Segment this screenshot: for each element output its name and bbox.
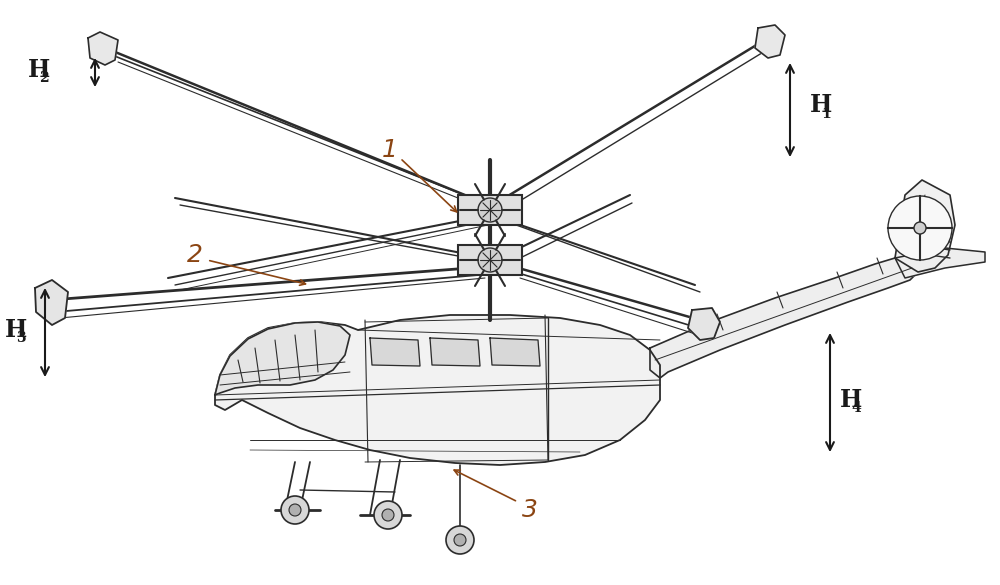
FancyBboxPatch shape xyxy=(458,195,522,225)
Circle shape xyxy=(289,504,301,516)
Circle shape xyxy=(374,501,402,529)
Circle shape xyxy=(914,222,926,234)
Text: H: H xyxy=(28,58,50,82)
Polygon shape xyxy=(370,338,420,366)
Text: H: H xyxy=(5,318,27,342)
Polygon shape xyxy=(215,315,660,465)
Text: H: H xyxy=(810,93,832,117)
Circle shape xyxy=(446,526,474,554)
Circle shape xyxy=(888,196,952,260)
Circle shape xyxy=(382,509,394,521)
Circle shape xyxy=(478,198,502,222)
Polygon shape xyxy=(35,280,68,325)
Polygon shape xyxy=(895,248,985,278)
Circle shape xyxy=(478,248,502,272)
Polygon shape xyxy=(755,25,785,58)
Polygon shape xyxy=(88,32,118,65)
Polygon shape xyxy=(650,258,920,378)
Polygon shape xyxy=(430,338,480,366)
Polygon shape xyxy=(490,338,540,366)
Text: 2: 2 xyxy=(39,71,49,85)
Text: 2: 2 xyxy=(187,243,203,267)
Polygon shape xyxy=(215,322,350,395)
Text: 4: 4 xyxy=(851,401,861,415)
Polygon shape xyxy=(895,180,955,272)
FancyBboxPatch shape xyxy=(458,245,522,275)
Text: 1: 1 xyxy=(382,138,398,162)
Text: 3: 3 xyxy=(16,332,26,346)
Text: 3: 3 xyxy=(522,498,538,522)
Circle shape xyxy=(281,496,309,524)
Polygon shape xyxy=(688,308,720,340)
Text: H: H xyxy=(840,388,862,412)
Text: 1: 1 xyxy=(821,106,831,121)
Circle shape xyxy=(454,534,466,546)
